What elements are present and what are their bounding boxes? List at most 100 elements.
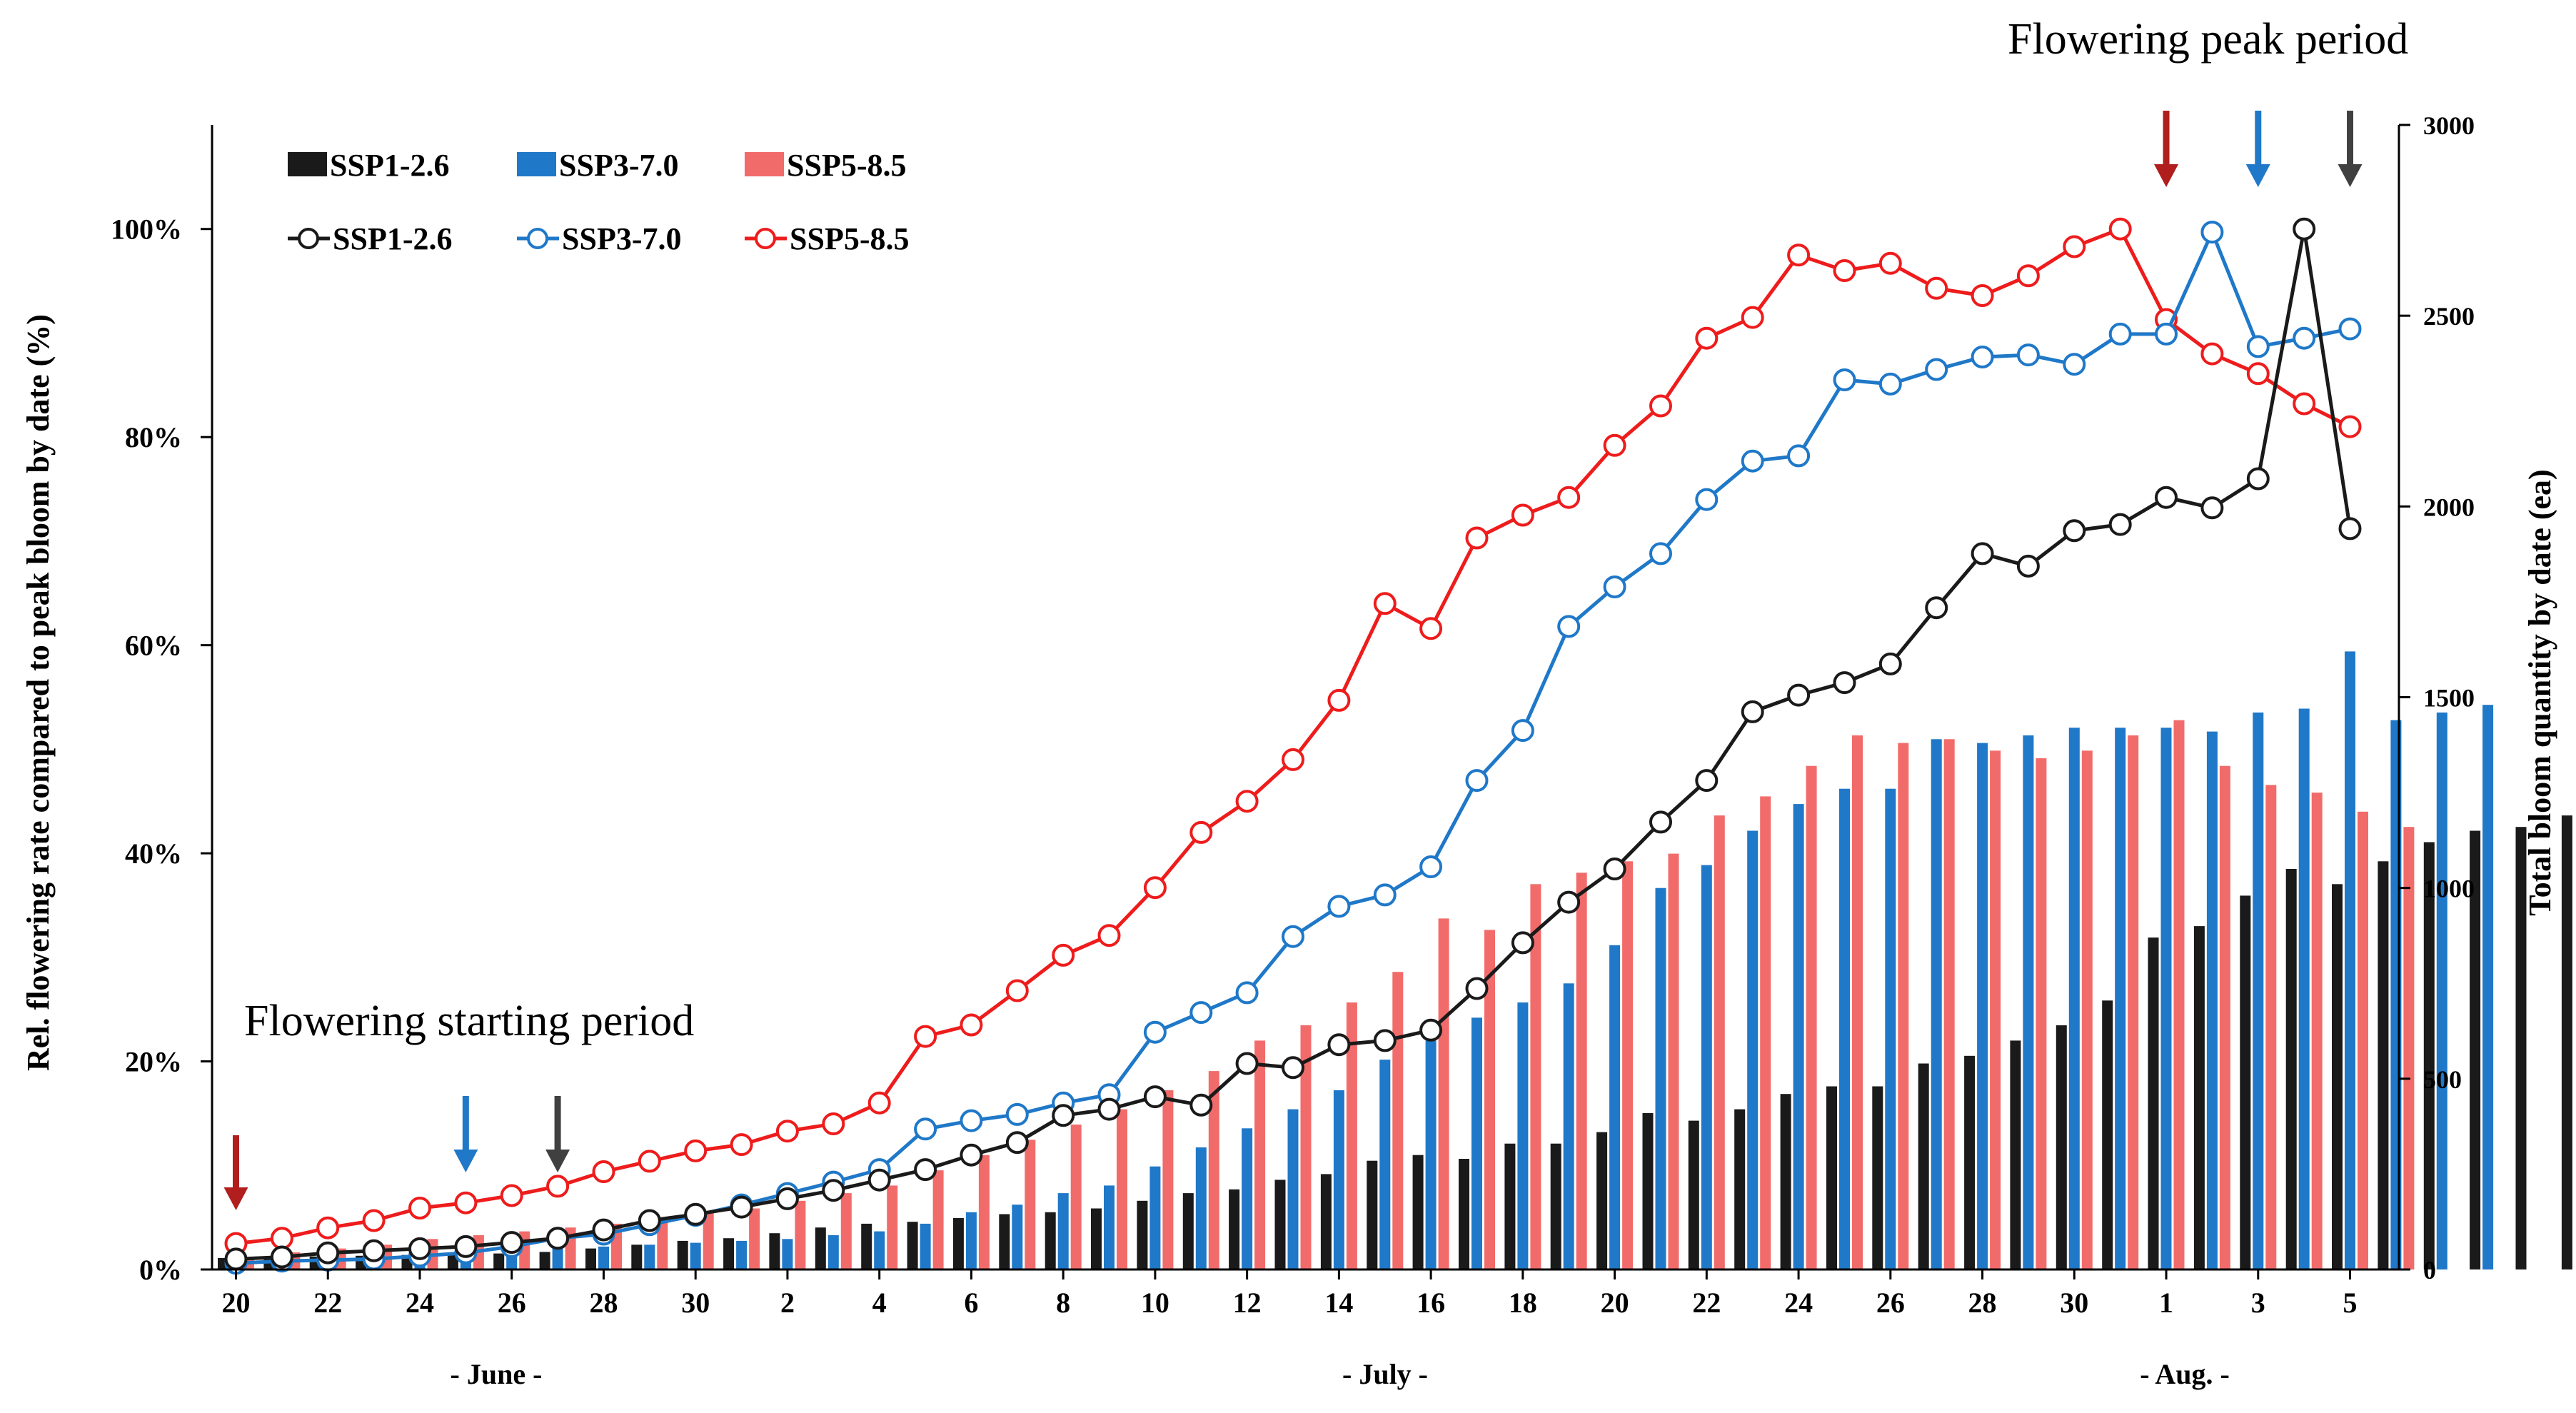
bar-ssp3-23 [1287, 1109, 1299, 1269]
point-ssp1-7 [546, 1227, 570, 1250]
month-label-june: - June - [451, 1358, 543, 1390]
point-ssp5-11 [730, 1133, 753, 1157]
x-tick-17: 24 [1784, 1287, 1813, 1319]
point-ssp3-45 [2293, 326, 2316, 350]
point-ssp3-24 [1327, 895, 1351, 918]
point-ssp5-40 [2063, 235, 2086, 258]
point-ssp3-20 [1143, 1020, 1167, 1044]
point-ssp5-43 [2200, 342, 2224, 366]
bar-ssp5-28 [1530, 884, 1541, 1269]
bar-ssp3-34 [1793, 804, 1804, 1269]
bar-ssp5-12 [795, 1200, 806, 1269]
point-ssp3-37 [1925, 358, 1948, 381]
point-ssp3-41 [2108, 322, 2132, 346]
point-ssp5-24 [1327, 688, 1351, 712]
month-label-july: - July - [1342, 1358, 1428, 1390]
y-axis-left-label: Rel. flowering rate compared to peak blo… [21, 314, 56, 1071]
point-ssp5-3 [362, 1209, 386, 1232]
arrow-head-3 [2154, 164, 2179, 187]
point-ssp5-13 [822, 1112, 845, 1135]
point-ssp1-14 [867, 1168, 891, 1192]
bar-ssp5-46 [2358, 811, 2368, 1269]
bar-ssp3-27 [1471, 1017, 1482, 1269]
bar-ssp1-46 [2332, 884, 2343, 1269]
bar-ssp5-24 [1346, 1002, 1357, 1269]
point-ssp1-21 [1189, 1093, 1213, 1117]
point-ssp1-28 [1511, 931, 1534, 955]
point-ssp3-43 [2200, 221, 2224, 244]
point-ssp5-6 [500, 1184, 523, 1207]
bar-ssp3-11 [736, 1240, 748, 1269]
point-ssp1-10 [684, 1202, 708, 1226]
point-ssp5-23 [1282, 748, 1304, 771]
bar-ssp5-34 [1806, 765, 1817, 1269]
legend-marker-ssp5 [755, 228, 776, 249]
point-ssp5-35 [1833, 259, 1856, 282]
bar-ssp1-28 [1504, 1143, 1516, 1269]
bar-ssp5-31 [1668, 853, 1679, 1269]
bar-ssp3-29 [1563, 983, 1574, 1270]
bar-ssp3-16 [965, 1212, 977, 1269]
legend-label-line-ssp3: SSP3-7.0 [562, 221, 681, 256]
x-tick-1: 22 [313, 1287, 342, 1319]
point-ssp5-28 [1511, 503, 1534, 527]
x-tick-21: 1 [2159, 1287, 2173, 1319]
point-ssp3-44 [2246, 335, 2270, 358]
x-tick-0: 20 [222, 1287, 251, 1319]
point-ssp5-17 [1005, 979, 1029, 1002]
point-ssp5-46 [2338, 415, 2362, 438]
bar-ssp3-8 [598, 1246, 609, 1269]
point-ssp5-33 [1741, 306, 1764, 329]
point-ssp3-29 [1557, 615, 1581, 638]
point-ssp1-26 [1419, 1018, 1443, 1042]
bar-ssp1-41 [2102, 1000, 2113, 1269]
legend-label-line-ssp1: SSP1-2.6 [333, 221, 452, 256]
point-ssp1-27 [1465, 977, 1489, 1000]
bar-ssp5-9 [657, 1220, 668, 1269]
bar-ssp5-38 [1990, 750, 2001, 1269]
bar-ssp5-14 [887, 1185, 898, 1269]
point-ssp1-35 [1833, 671, 1856, 695]
point-ssp1-5 [454, 1235, 478, 1258]
point-ssp1-19 [1097, 1097, 1121, 1121]
point-ssp1-41 [2108, 513, 2132, 536]
bar-ssp1-18 [1045, 1212, 1056, 1269]
bar-ssp1-35 [1826, 1086, 1837, 1269]
bar-ssp1-36 [1872, 1086, 1883, 1269]
point-ssp5-44 [2246, 362, 2270, 386]
point-ssp3-36 [1878, 372, 1902, 396]
point-ssp5-38 [1971, 284, 1994, 307]
bar-ssp3-49 [2482, 705, 2494, 1269]
point-ssp3-23 [1282, 925, 1304, 948]
bar-ssp5-16 [978, 1155, 990, 1269]
point-ssp1-46 [2338, 517, 2362, 540]
bar-ssp1-37 [1918, 1063, 1929, 1269]
point-ssp3-26 [1419, 855, 1443, 878]
bar-ssp3-39 [2023, 735, 2034, 1269]
legend-swatch-bar-ssp3 [517, 152, 556, 176]
arrow-head-1 [453, 1150, 478, 1172]
bar-ssp3-14 [874, 1231, 885, 1269]
point-ssp5-16 [960, 1013, 983, 1037]
lines-layer [224, 217, 2362, 1275]
point-ssp1-37 [1925, 596, 1948, 620]
x-tick-22: 3 [2251, 1287, 2265, 1319]
point-ssp3-30 [1603, 575, 1626, 598]
bar-ssp5-30 [1622, 861, 1634, 1269]
legend-label-bar-ssp1: SSP1-2.6 [330, 148, 449, 183]
bar-ssp3-38 [1977, 743, 1988, 1269]
x-tick-20: 30 [2060, 1287, 2088, 1319]
point-ssp5-39 [2016, 264, 2040, 288]
y-right-tick-1: 500 [2423, 1065, 2462, 1094]
point-ssp3-15 [914, 1117, 937, 1141]
point-ssp1-44 [2246, 467, 2270, 491]
y-right-tick-6: 3000 [2423, 111, 2475, 140]
bar-ssp5-18 [1070, 1125, 1082, 1269]
annotation-peak: Flowering peak period [2008, 15, 2408, 64]
bar-ssp5-36 [1898, 743, 1909, 1269]
point-ssp5-19 [1097, 924, 1121, 947]
bar-ssp5-11 [749, 1208, 760, 1269]
bar-ssp3-10 [690, 1242, 701, 1269]
bar-ssp1-32 [1688, 1120, 1699, 1269]
point-ssp3-38 [1971, 346, 1994, 368]
